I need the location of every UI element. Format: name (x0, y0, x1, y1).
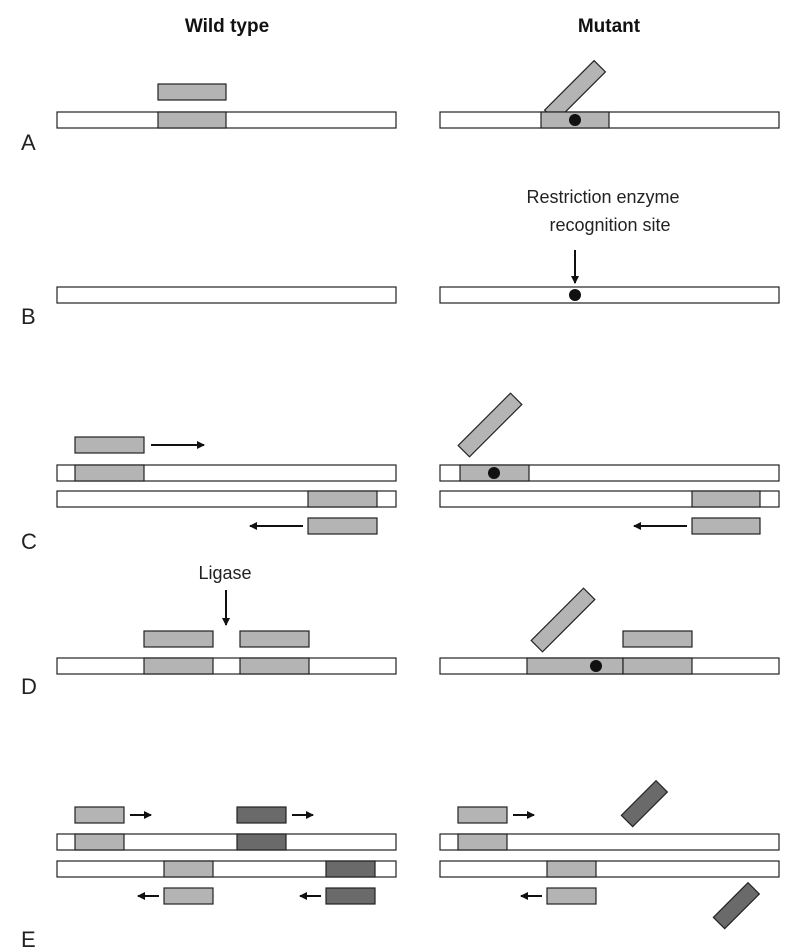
right-probe (239, 630, 310, 648)
reverse-primer-dark (325, 887, 376, 905)
reverse-primer-light (546, 887, 597, 905)
mutation-dot (569, 289, 581, 301)
restriction-site-label-line1: Restriction enzyme (526, 187, 679, 207)
dna-strand-bottom (56, 860, 397, 878)
mismatched-region (526, 657, 624, 675)
panel-a-wild-type (56, 83, 397, 129)
panel-b-wild-type (56, 286, 397, 304)
right-probe (622, 630, 693, 648)
unbound-left-probe (530, 587, 596, 653)
probe (157, 83, 227, 101)
row-label-b: B (21, 304, 36, 329)
reverse-primer (307, 517, 378, 535)
unbound-primer-dark (620, 779, 669, 828)
reverse-primer-light (163, 887, 214, 905)
column-title-wild-type: Wild type (185, 16, 269, 37)
restriction-site-label-line2: recognition site (549, 215, 670, 235)
bound-primer-light (457, 833, 508, 851)
row-label-d: D (21, 674, 37, 699)
column-title-mutant: Mutant (578, 16, 641, 37)
row-label-c: C (21, 529, 37, 554)
mutation-dot (488, 467, 500, 479)
panel-e-mutant (439, 779, 780, 930)
forward-primer-dark (236, 806, 287, 824)
panel-b-mutant: Restriction enzyme recognition site (439, 187, 780, 304)
panel-c-wild-type (56, 436, 397, 535)
panel-d-mutant (439, 587, 780, 675)
mutation-dot (569, 114, 581, 126)
panel-a-mutant (439, 59, 780, 129)
left-probe (143, 630, 214, 648)
forward-primer-light (74, 806, 125, 824)
panel-e-wild-type (56, 806, 397, 905)
bound-right-probe (622, 657, 693, 675)
row-label-a: A (21, 130, 36, 155)
mutation-dot (590, 660, 602, 672)
dna-strand-bottom (439, 860, 780, 878)
bound-left-probe (143, 657, 214, 675)
dna-strand (56, 286, 397, 304)
forward-primer (74, 436, 145, 454)
dna-strand-top (56, 833, 397, 851)
bound-primer-dark (236, 833, 287, 851)
forward-primer-light (457, 806, 508, 824)
unbound-primer (457, 392, 523, 458)
bound-reverse-light (546, 860, 597, 878)
bound-primer-light (74, 833, 125, 851)
row-label-e: E (21, 927, 36, 952)
bound-reverse-dark (325, 860, 376, 878)
unbound-reverse-dark (712, 881, 761, 930)
dna-strand (56, 657, 397, 675)
bound-reverse-primer (691, 490, 761, 508)
panel-c-mutant (439, 392, 780, 535)
bound-probe (157, 111, 227, 129)
panel-d-wild-type: Ligase (56, 563, 397, 675)
bound-forward-primer (74, 464, 145, 482)
reverse-primer (691, 517, 761, 535)
bound-right-probe (239, 657, 310, 675)
bound-reverse-light (163, 860, 214, 878)
bound-reverse-primer (307, 490, 378, 508)
ligase-label: Ligase (198, 563, 251, 583)
dna-strand-top (439, 833, 780, 851)
dna-strand (439, 286, 780, 304)
